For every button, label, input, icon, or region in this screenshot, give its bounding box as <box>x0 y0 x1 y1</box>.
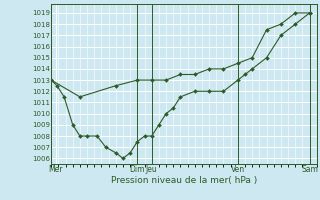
X-axis label: Pression niveau de la mer( hPa ): Pression niveau de la mer( hPa ) <box>111 176 257 185</box>
